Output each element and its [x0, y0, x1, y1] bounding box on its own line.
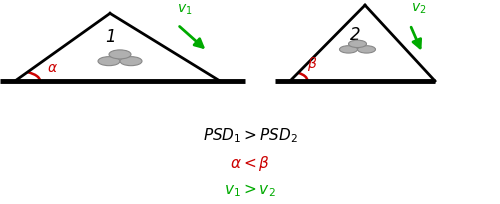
Text: $\beta$: $\beta$: [308, 54, 318, 72]
Circle shape: [120, 57, 142, 66]
Text: $\alpha$: $\alpha$: [47, 61, 58, 74]
Text: $v_1 > v_2$: $v_1 > v_2$: [224, 181, 276, 198]
Circle shape: [109, 51, 131, 60]
Circle shape: [358, 47, 376, 54]
Text: $v_2$: $v_2$: [412, 2, 426, 16]
Circle shape: [98, 57, 120, 66]
Circle shape: [340, 47, 357, 54]
Text: 2: 2: [350, 26, 360, 44]
Text: 1: 1: [104, 28, 116, 46]
Text: $v_1$: $v_1$: [178, 3, 192, 17]
Circle shape: [348, 41, 366, 48]
Text: $\alpha < \beta$: $\alpha < \beta$: [230, 154, 270, 173]
Text: $\mathit{PSD}_1>\mathit{PSD}_2$: $\mathit{PSD}_1>\mathit{PSD}_2$: [202, 125, 298, 144]
